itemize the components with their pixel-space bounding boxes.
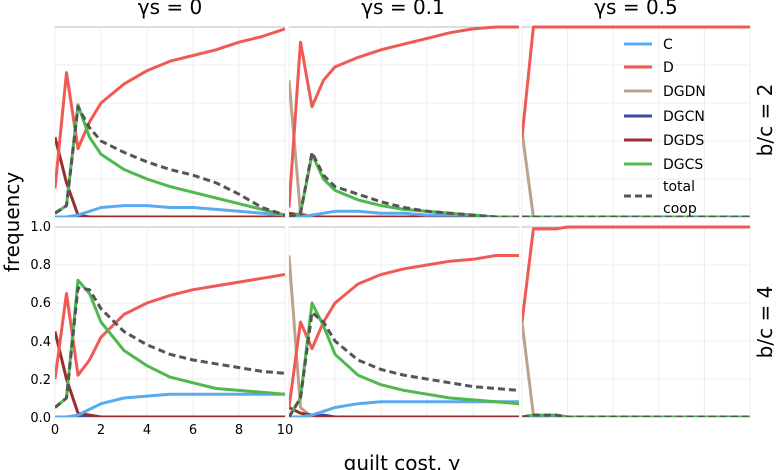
panel-b-c-2-s-0 (54, 26, 286, 218)
x-tick-label: 2 (97, 423, 105, 438)
series-line-d (522, 25, 750, 138)
series-line-d (55, 273, 285, 380)
series-line-d (289, 25, 519, 208)
series-group (289, 254, 519, 417)
series-line-c (289, 400, 519, 417)
x-tick-label: 4 (143, 423, 151, 438)
series-line-total-coop (289, 311, 519, 417)
x-tick-label: 10 (277, 423, 294, 438)
series-line-total-coop (55, 286, 285, 409)
y-tick-label: 0.8 (30, 258, 51, 273)
legend-label-dgdn: DGDN (663, 84, 706, 100)
legend-label-dgds: DGDS (663, 133, 704, 149)
legend-label-coop: coop (663, 201, 697, 217)
series-line-d (522, 225, 750, 323)
panel-frame (54, 226, 286, 418)
panel-b-c-2-s-0-1 (288, 25, 520, 218)
series-group (55, 273, 285, 417)
column-title-gs01: γs = 0.1 (361, 0, 445, 19)
y-tick-label: 0.0 (30, 411, 51, 426)
legend: C D DGDN DGCN DGDS DGCS total coop (624, 37, 706, 217)
panel-frame (521, 26, 751, 218)
column-title-gs0: γs = 0 (138, 0, 202, 19)
panel-frame (288, 26, 520, 218)
x-tick-label: 8 (235, 423, 243, 438)
y-ticks: 0.0 0.2 0.4 0.6 0.8 1.0 (30, 220, 51, 426)
legend-label-total: total (663, 179, 695, 195)
panel-b-c-2-s-0-5 (521, 25, 751, 218)
series-group (55, 27, 285, 217)
legend-label-dgcn: DGCN (663, 109, 705, 125)
series-group (522, 225, 750, 417)
series-line-d (289, 254, 519, 408)
series-line-d (55, 27, 285, 189)
series-line-dgcs (55, 103, 285, 217)
panel-frame (521, 226, 751, 418)
series-group (289, 25, 519, 217)
x-tick-label: 0 (51, 423, 59, 438)
series-line-c (55, 392, 285, 417)
series-line-c (55, 204, 285, 217)
row-title-bc2: b/c = 2 (753, 84, 777, 157)
x-tick-label: 6 (189, 423, 197, 438)
x-axis-label: guilt cost, γ (344, 451, 461, 470)
y-tick-label: 0.2 (30, 373, 51, 388)
legend-label-dgcs: DGCS (663, 157, 703, 173)
column-title-gs05: γs = 0.5 (594, 0, 678, 19)
y-tick-label: 1.0 (30, 220, 51, 235)
series-line-total-coop (522, 413, 750, 417)
series-line-total-coop (55, 105, 285, 217)
panel-b-c-4-s-0-1 (288, 226, 520, 418)
series-line-total-coop (289, 150, 519, 217)
panel-b-c-4-s-0-5 (521, 225, 751, 418)
legend-label-c: C (663, 37, 673, 53)
series-line-dgds (55, 331, 285, 417)
panel-b-c-4-s-0 (54, 226, 286, 418)
x-ticks: 0 2 4 6 8 10 (51, 423, 293, 438)
series-line-dgcs (289, 301, 519, 417)
y-axis-label: frequency (0, 172, 24, 272)
row-title-bc4: b/c = 4 (753, 286, 777, 359)
y-tick-label: 0.4 (30, 335, 51, 350)
series-group (522, 25, 750, 217)
legend-label-d: D (663, 60, 674, 76)
series-line-dgcs (55, 278, 285, 409)
y-tick-label: 0.6 (30, 296, 51, 311)
